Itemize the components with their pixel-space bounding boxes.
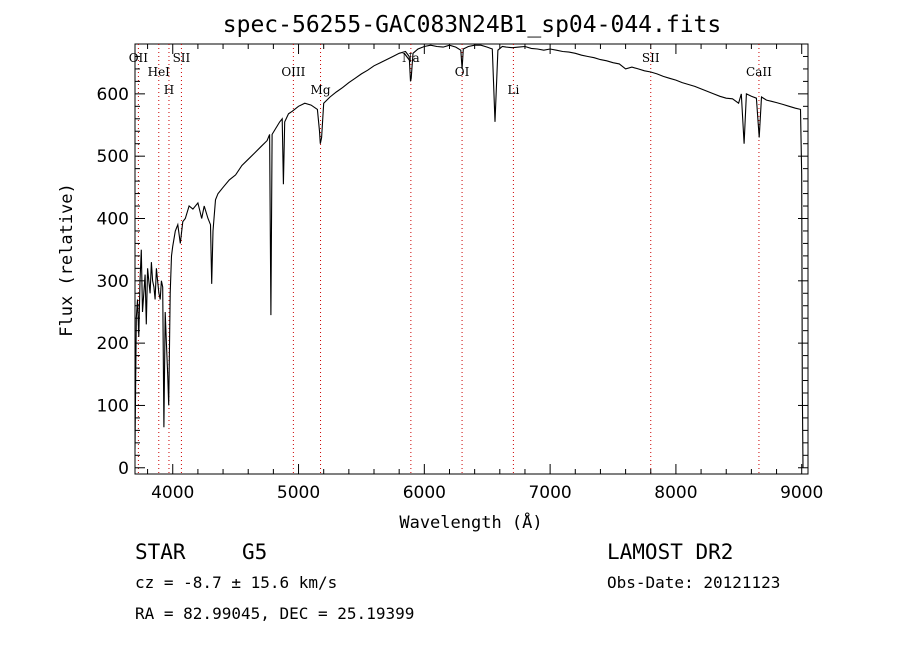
plot-frame [134,43,809,475]
x-tick-label: 5000 [277,483,320,503]
object-class: STAR [135,540,186,564]
y-tick-label: 400 [97,209,129,229]
spectral-line-label: OII [129,51,149,65]
survey-name: LAMOST DR2 [607,540,733,564]
spectral-line-label: HeI [148,65,171,79]
spectral-line-label: SII [173,51,191,65]
x-tick-label: 6000 [403,483,446,503]
spectral-line-label: OI [455,65,470,79]
spectral-line-label: Mg [311,83,331,97]
x-tick-label: 8000 [654,483,697,503]
chart-title: spec-56255-GAC083N24B1_sp04-044.fits [223,12,722,38]
y-tick-label: 600 [97,85,129,105]
y-tick-label: 0 [118,459,129,479]
series-layer [135,44,804,468]
spectrum-line [135,44,804,468]
y-tick-label: 500 [97,147,129,167]
y-tick-label: 300 [97,272,129,292]
object-subclass: G5 [242,540,267,564]
spectral-line-label: OIII [281,65,305,79]
spectral-line-label: Li [507,83,519,97]
x-axis-label: Wavelength (Å) [399,511,542,533]
spectral-line-label: H [164,83,174,97]
spectral-line-label: CaII [746,65,772,79]
spectral-line-label: SII [642,51,660,65]
redshift-line: cz = -8.7 ± 15.6 km/s [135,573,337,592]
coordinates-line: RA = 82.99045, DEC = 25.19399 [135,604,414,623]
spectral-line-label: Na [402,51,420,65]
x-tick-label: 4000 [151,483,194,503]
obs-date-line: Obs-Date: 20121123 [607,573,780,592]
axis-ticks: 4000 5000 6000 7000 8000 9000 0 100 200 300 400 500… [97,44,823,503]
y-tick-label: 100 [97,396,129,416]
x-tick-label: 9000 [780,483,823,503]
x-tick-label: 7000 [528,483,571,503]
y-tick-label: 200 [97,334,129,354]
y-axis-label: Flux (relative) [57,183,77,337]
